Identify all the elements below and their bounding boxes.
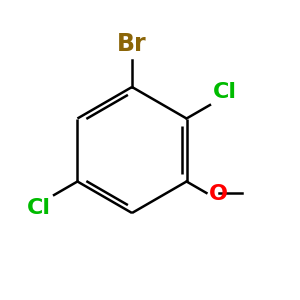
Text: Cl: Cl [27,198,51,218]
Text: Cl: Cl [213,82,237,102]
Text: O: O [209,184,228,205]
Text: Br: Br [117,32,147,56]
